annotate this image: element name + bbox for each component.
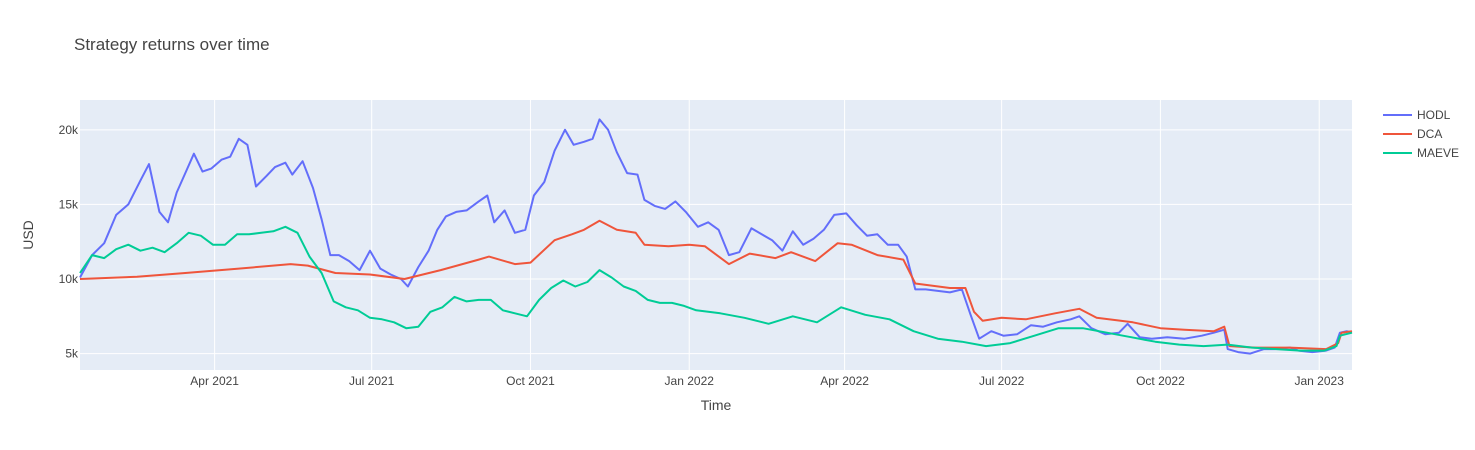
x-tick-label: Jul 2022 bbox=[979, 374, 1025, 388]
y-tick-label: 10k bbox=[59, 272, 79, 286]
chart-title: Strategy returns over time bbox=[74, 35, 270, 54]
series-lines bbox=[79, 118, 1353, 355]
x-tick-label: Oct 2021 bbox=[506, 374, 555, 388]
y-tick-label: 5k bbox=[65, 347, 79, 361]
legend-item-dca[interactable]: DCA bbox=[1383, 127, 1442, 141]
legend-item-hodl[interactable]: HODL bbox=[1383, 108, 1451, 122]
y-tick-label: 20k bbox=[59, 123, 79, 137]
legend-label: HODL bbox=[1417, 108, 1451, 122]
series-line-dca bbox=[79, 219, 1353, 351]
x-tick-label: Jul 2021 bbox=[349, 374, 395, 388]
x-tick-label: Jan 2023 bbox=[1295, 374, 1345, 388]
y-axis-title: USD bbox=[20, 220, 36, 250]
y-axis-ticks: 5k 10k 15k 20k bbox=[59, 123, 79, 361]
legend-label: DCA bbox=[1417, 127, 1442, 141]
series-line-hodl bbox=[79, 118, 1353, 355]
legend[interactable]: HODL DCA MAEVE bbox=[1383, 108, 1459, 160]
legend-label: MAEVE bbox=[1417, 146, 1459, 160]
x-tick-label: Apr 2021 bbox=[190, 374, 239, 388]
legend-item-maeve[interactable]: MAEVE bbox=[1383, 146, 1459, 160]
grid bbox=[80, 100, 1352, 370]
series-line-maeve bbox=[79, 225, 1353, 352]
x-tick-label: Oct 2022 bbox=[1136, 374, 1185, 388]
x-tick-label: Jan 2022 bbox=[665, 374, 715, 388]
x-tick-label: Apr 2022 bbox=[820, 374, 869, 388]
y-tick-label: 15k bbox=[59, 197, 79, 211]
x-axis-ticks: Apr 2021 Jul 2021 Oct 2021 Jan 2022 Apr 2022… bbox=[190, 374, 1344, 388]
x-axis-title: Time bbox=[701, 397, 732, 413]
plot-area bbox=[80, 100, 1352, 370]
